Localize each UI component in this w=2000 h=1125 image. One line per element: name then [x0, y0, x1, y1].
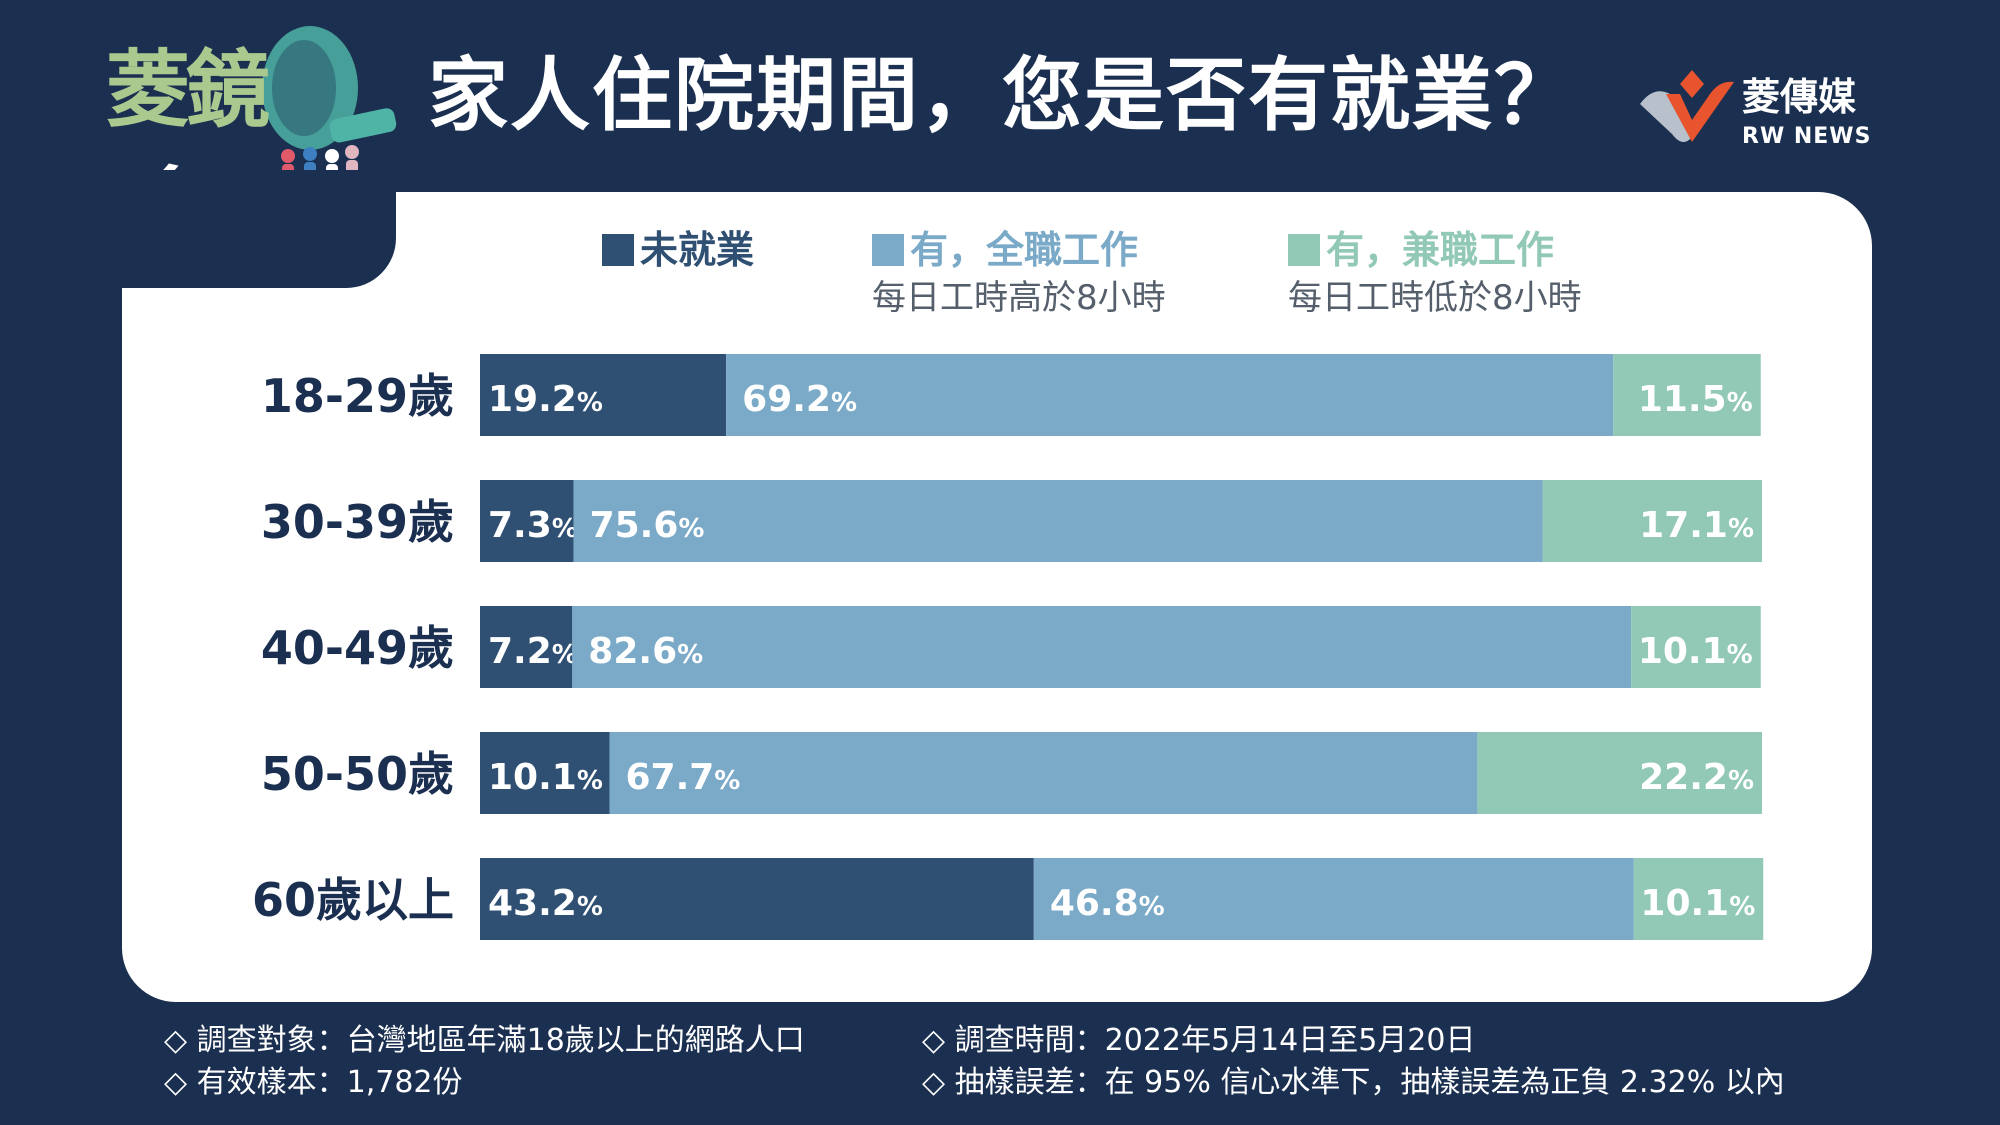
bar-segment [1631, 606, 1761, 688]
data-label: 46.8% [1050, 883, 1165, 924]
brand-name: 菱鏡 [106, 41, 270, 139]
bar-segment [572, 606, 1632, 688]
bar-segment [480, 858, 1034, 940]
bar-segment [1033, 858, 1634, 940]
footer-survey-time: ◇ 調查時間：2022年5月14日至5月20日 [922, 1023, 1476, 1058]
legend-swatch [872, 234, 904, 266]
legend-item-parttime: 有，兼職工作 每日工時低於8小時 [1288, 228, 1582, 318]
legend-label: 有，兼職工作 [1326, 228, 1555, 272]
legend-item-fulltime: 有，全職工作 每日工時高於8小時 [872, 228, 1166, 318]
data-label: 10.1% [1640, 883, 1755, 924]
data-label: 17.1% [1639, 505, 1754, 546]
publisher-name: 菱傳媒 [1742, 75, 1857, 119]
legend-item-unemployed: 未就業 [602, 228, 754, 272]
bar-segment [480, 354, 727, 436]
data-label: 10.1% [488, 757, 603, 798]
category-label: 60歲以上 [252, 873, 454, 927]
data-label: 82.6% [588, 631, 703, 672]
legend-swatch [602, 234, 634, 266]
bar-segment [573, 480, 1543, 562]
legend-sub: 每日工時低於8小時 [1288, 278, 1582, 318]
category-label: 18-29歲 [261, 369, 454, 423]
footer-survey-target: ◇ 調查對象：台灣地區年滿18歲以上的網路人口 [164, 1023, 805, 1058]
legend-sub: 每日工時高於8小時 [872, 278, 1166, 318]
data-label: 19.2% [488, 379, 603, 420]
data-label: 7.3% [488, 505, 578, 546]
card-notch [100, 170, 396, 288]
footer-sampling-error: ◇ 抽樣誤差：在 95% 信心水準下，抽樣誤差為正負 2.32% 以內 [922, 1065, 1785, 1100]
category-label: 30-39歲 [261, 495, 454, 549]
bar-segment [726, 354, 1614, 436]
category-label: 50-50歲 [261, 747, 454, 801]
bar-segment [1633, 858, 1764, 940]
data-label: 11.5% [1638, 379, 1753, 420]
data-label: 22.2% [1639, 757, 1754, 798]
page-title: 家人住院期間，您是否有就業？ [428, 49, 1576, 142]
bar-segment [480, 732, 610, 814]
bar-segment [1477, 732, 1762, 814]
data-label: 67.7% [625, 757, 740, 798]
bar-segment [480, 606, 573, 688]
legend-label: 未就業 [640, 228, 755, 272]
rw-news-logo-icon [1640, 70, 1734, 142]
bar-segment [609, 732, 1478, 814]
bar-segment [480, 480, 574, 562]
data-label: 10.1% [1638, 631, 1753, 672]
data-label: 7.2% [488, 631, 578, 672]
publisher-sub: RW NEWS [1742, 124, 1872, 149]
data-label: 43.2% [488, 883, 603, 924]
publisher-logo: 菱傳媒 RW NEWS [1636, 64, 1870, 164]
data-label: 75.6% [590, 505, 705, 546]
legend-swatch [1288, 234, 1320, 266]
bar-segment [1613, 354, 1761, 436]
category-label: 40-49歲 [261, 621, 454, 675]
bar-segment [1542, 480, 1762, 562]
footer-sample-size: ◇ 有效樣本：1,782份 [164, 1065, 463, 1100]
legend-label: 有，全職工作 [910, 228, 1139, 272]
data-label: 69.2% [742, 379, 857, 420]
